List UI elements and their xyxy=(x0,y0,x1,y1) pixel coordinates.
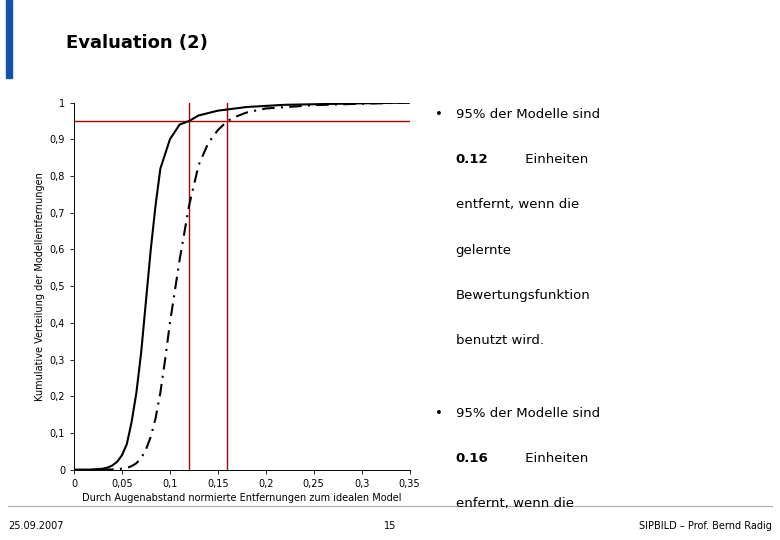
Text: gelernte: gelernte xyxy=(456,244,512,256)
Text: 0.12: 0.12 xyxy=(456,153,488,166)
X-axis label: Durch Augenabstand normierte Entfernungen zum idealen Model: Durch Augenabstand normierte Entfernunge… xyxy=(82,493,402,503)
Text: Einheiten: Einheiten xyxy=(521,452,588,465)
Text: SIPBILD – Prof. Bernd Radig: SIPBILD – Prof. Bernd Radig xyxy=(640,521,772,531)
Text: Einheiten: Einheiten xyxy=(521,153,588,166)
Text: •: • xyxy=(435,107,443,120)
Text: •: • xyxy=(435,407,443,420)
Text: Bewertungsfunktion: Bewertungsfunktion xyxy=(456,289,590,302)
Text: entfernt, wenn die: entfernt, wenn die xyxy=(456,198,579,211)
Text: 25.09.2007: 25.09.2007 xyxy=(8,521,63,531)
Text: 0.16: 0.16 xyxy=(456,452,488,465)
Text: 95% der Modelle sind: 95% der Modelle sind xyxy=(456,107,600,120)
Y-axis label: Kumulative Verteilung der Modellentfernungen: Kumulative Verteilung der Modellentfernu… xyxy=(35,172,45,401)
Bar xyxy=(6,0,12,78)
Text: 95% der Modelle sind: 95% der Modelle sind xyxy=(456,407,600,420)
Text: 15: 15 xyxy=(384,521,396,531)
Text: enfernt, wenn die: enfernt, wenn die xyxy=(456,497,573,510)
Text: benutzt wird.: benutzt wird. xyxy=(456,334,544,347)
Text: Evaluation (2): Evaluation (2) xyxy=(66,34,208,52)
